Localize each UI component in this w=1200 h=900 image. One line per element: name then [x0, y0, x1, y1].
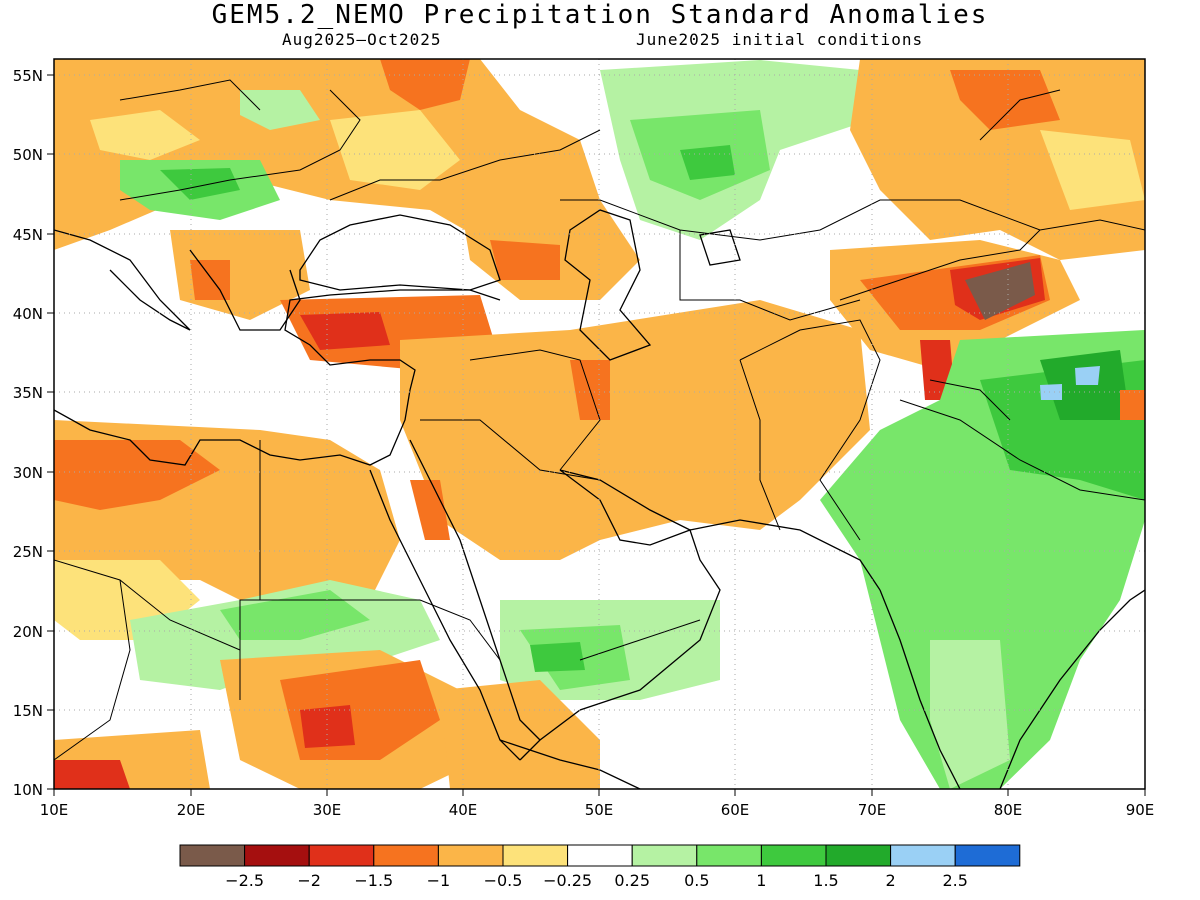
colorbar-label: −0.5	[484, 871, 523, 890]
lon-labels: 10E 20E 30E 40E 50E 60E 70E 80E 90E	[40, 801, 1155, 819]
lat-label: 50N	[13, 146, 43, 164]
anomaly-field	[54, 59, 1145, 789]
colorbar-swatch	[179, 844, 246, 867]
lat-label: 45N	[13, 226, 43, 244]
lat-labels: 10N 15N 20N 25N 30N 35N 40N 45N 50N 55N	[13, 67, 43, 799]
map-title: GEM5.2_NEMO Precipitation Standard Anoma…	[211, 0, 989, 30]
anomaly-region	[440, 680, 600, 789]
borders	[54, 79, 1145, 761]
colorbar	[179, 844, 1021, 867]
lon-label: 70E	[858, 801, 887, 819]
anomaly-region	[160, 168, 240, 200]
colorbar-swatch	[825, 844, 892, 867]
lon-label: 40E	[449, 801, 478, 819]
anomaly-region	[950, 70, 1060, 130]
colorbar-label: −1	[427, 871, 451, 890]
colorbar-labels: −2.5 −2 −1.5 −1 −0.5 −0.25 0.25 0.5 1 1.…	[225, 871, 968, 890]
colorbar-label: 0.25	[614, 871, 650, 890]
anomaly-region	[1040, 384, 1062, 400]
anomaly-region	[1075, 366, 1100, 385]
lon-label: 50E	[585, 801, 614, 819]
colorbar-swatch	[437, 844, 504, 867]
colorbar-swatch	[631, 844, 698, 867]
colorbar-label: −1.5	[354, 871, 393, 890]
anomaly-region	[190, 260, 230, 300]
anomaly-region	[965, 262, 1035, 320]
colorbar-swatch	[760, 844, 827, 867]
anomaly-region	[490, 240, 560, 280]
anomaly-region	[1040, 130, 1145, 210]
colorbar-label: −2.5	[225, 871, 264, 890]
colorbar-label: 2.5	[942, 871, 967, 890]
colorbar-swatch	[244, 844, 310, 867]
colorbar-swatch	[502, 844, 569, 867]
lon-label: 60E	[721, 801, 750, 819]
lat-label: 35N	[13, 384, 43, 402]
anomaly-region	[330, 110, 460, 190]
colorbar-swatch	[954, 844, 1021, 867]
initial-conditions: June2025 initial conditions	[636, 30, 924, 49]
axis-ticks	[47, 74, 1146, 796]
lat-label: 20N	[13, 623, 43, 641]
coastlines	[54, 209, 1145, 789]
lon-label: 80E	[994, 801, 1023, 819]
colorbar-label: 1.5	[813, 871, 838, 890]
colorbar-swatch	[373, 844, 439, 867]
anomaly-region	[220, 590, 370, 640]
colorbar-label: 2	[886, 871, 896, 890]
colorbar-label: −0.25	[543, 871, 592, 890]
anomaly-region	[54, 440, 220, 510]
lon-label: 30E	[313, 801, 342, 819]
anomaly-region	[400, 300, 870, 560]
colorbar-swatch	[567, 844, 633, 867]
lon-label: 20E	[177, 801, 206, 819]
colorbar-label: −2	[297, 871, 321, 890]
lat-label: 40N	[13, 305, 43, 323]
lat-label: 30N	[13, 464, 43, 482]
anomaly-region	[300, 312, 390, 350]
forecast-period: Aug2025–Oct2025	[282, 30, 442, 49]
graticule	[54, 59, 1145, 789]
lon-label: 10E	[40, 801, 69, 819]
anomaly-region	[54, 760, 130, 789]
anomaly-region	[1120, 390, 1145, 420]
anomaly-region	[380, 59, 470, 110]
anomaly-region	[90, 110, 200, 160]
colorbar-swatch	[696, 844, 762, 867]
colorbar-label: 0.5	[684, 871, 709, 890]
anomaly-region	[930, 640, 1010, 789]
anomaly-region	[530, 642, 585, 672]
colorbar-label: 1	[756, 871, 766, 890]
lon-label: 90E	[1126, 801, 1155, 819]
colorbar-swatch	[308, 844, 375, 867]
colorbar-swatch	[890, 844, 956, 867]
lat-label: 15N	[13, 702, 43, 720]
anomaly-region	[680, 145, 735, 180]
anomaly-region	[240, 90, 320, 130]
lat-label: 10N	[13, 781, 43, 799]
anomaly-region	[410, 480, 450, 540]
anomaly-region	[300, 705, 355, 748]
lat-label: 55N	[13, 67, 43, 85]
lat-label: 25N	[13, 543, 43, 561]
